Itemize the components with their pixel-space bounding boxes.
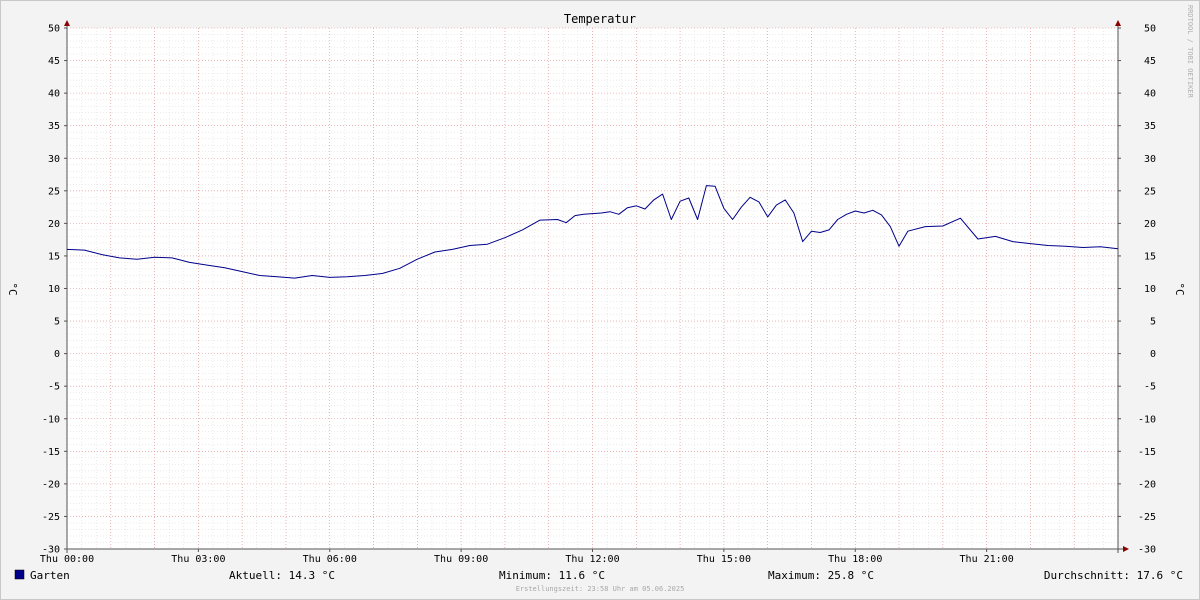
y-tick-label-right: 10 bbox=[1144, 284, 1156, 295]
legend-average: Durchschnitt: 17.6 °C bbox=[1044, 569, 1183, 582]
y-axis-label-right: °C bbox=[1173, 282, 1186, 295]
y-tick-label-left: -30 bbox=[42, 545, 60, 556]
x-tick-label: Thu 12:00 bbox=[565, 554, 619, 565]
y-axis-arrow-right bbox=[1115, 20, 1121, 26]
y-tick-label-right: -20 bbox=[1138, 479, 1156, 490]
y-tick-label-right: 50 bbox=[1144, 24, 1156, 35]
x-axis-arrow bbox=[1123, 546, 1129, 552]
creation-time: Erstellungszeit: 23:58 Uhr am 05.06.2025 bbox=[516, 585, 685, 593]
y-tick-label-right: 45 bbox=[1144, 56, 1156, 67]
y-tick-label-right: -10 bbox=[1138, 414, 1156, 425]
legend-minimum: Minimum: 11.6 °C bbox=[499, 569, 605, 582]
legend-swatch-garten bbox=[14, 569, 25, 580]
x-tick-label: Thu 03:00 bbox=[171, 554, 225, 565]
y-tick-label-right: 30 bbox=[1144, 154, 1156, 165]
y-tick-label-right: -25 bbox=[1138, 512, 1156, 523]
y-tick-label-left: -25 bbox=[42, 512, 60, 523]
x-tick-label: Thu 06:00 bbox=[303, 554, 357, 565]
y-tick-label-right: -5 bbox=[1144, 382, 1156, 393]
y-tick-label-left: 30 bbox=[48, 154, 60, 165]
y-tick-label-right: -15 bbox=[1138, 447, 1156, 458]
y-tick-label-left: 15 bbox=[48, 251, 60, 262]
y-tick-label-left: 45 bbox=[48, 56, 60, 67]
y-tick-label-left: -10 bbox=[42, 414, 60, 425]
y-tick-label-right: 5 bbox=[1150, 317, 1156, 328]
y-tick-label-left: 35 bbox=[48, 121, 60, 132]
rrdtool-watermark: RRDTOOL / TOBI OETIKER bbox=[1186, 5, 1194, 99]
y-tick-label-right: 25 bbox=[1144, 186, 1156, 197]
y-tick-label-right: 20 bbox=[1144, 219, 1156, 230]
x-tick-label: Thu 00:00 bbox=[40, 554, 94, 565]
axes bbox=[64, 20, 1129, 553]
x-tick-label: Thu 15:00 bbox=[697, 554, 751, 565]
y-tick-label-left: 40 bbox=[48, 89, 60, 100]
y-tick-label-left: 5 bbox=[54, 317, 60, 328]
chart-title: Temperatur bbox=[564, 12, 636, 26]
x-tick-label: Thu 09:00 bbox=[434, 554, 488, 565]
y-tick-label-left: -20 bbox=[42, 479, 60, 490]
y-tick-label-right: -30 bbox=[1138, 545, 1156, 556]
y-axis-label-left: °C bbox=[6, 282, 19, 295]
y-tick-label-left: -5 bbox=[48, 382, 60, 393]
x-tick-label: Thu 21:00 bbox=[960, 554, 1014, 565]
major-grid bbox=[66, 27, 1119, 550]
y-axis-arrow-left bbox=[64, 20, 70, 26]
y-tick-label-right: 15 bbox=[1144, 251, 1156, 262]
series-layer bbox=[66, 185, 1119, 279]
x-axis: Thu 00:00 Thu 03:00 Thu 06:00 Thu 09:00 Thu … bbox=[40, 554, 1014, 565]
legend-current: Aktuell: 14.3 °C bbox=[229, 569, 335, 582]
series-line-garten bbox=[66, 185, 1119, 279]
y-tick-label-left: 20 bbox=[48, 219, 60, 230]
y-tick-label-left: 25 bbox=[48, 186, 60, 197]
legend-series-name: Garten bbox=[30, 569, 70, 582]
y-tick-label-right: 0 bbox=[1150, 349, 1156, 360]
y-tick-label-left: -15 bbox=[42, 447, 60, 458]
y-tick-label-left: 10 bbox=[48, 284, 60, 295]
y-tick-label-right: 40 bbox=[1144, 89, 1156, 100]
y-tick-label-left: 0 bbox=[54, 349, 60, 360]
legend-maximum: Maximum: 25.8 °C bbox=[768, 569, 874, 582]
x-tick-label: Thu 18:00 bbox=[828, 554, 882, 565]
y-tick-label-left: 50 bbox=[48, 24, 60, 35]
y-tick-label-right: 35 bbox=[1144, 121, 1156, 132]
